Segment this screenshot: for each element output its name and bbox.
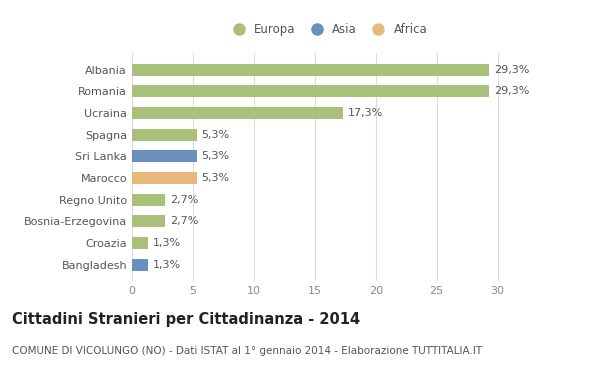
Bar	[132, 237, 148, 249]
Bar	[132, 194, 165, 206]
Text: 2,7%: 2,7%	[170, 217, 198, 226]
Text: 1,3%: 1,3%	[153, 238, 181, 248]
Bar	[132, 63, 489, 76]
Text: 29,3%: 29,3%	[494, 86, 529, 96]
Legend: Europa, Asia, Africa: Europa, Asia, Africa	[222, 18, 432, 41]
Bar	[132, 215, 165, 227]
Bar	[132, 172, 197, 184]
Text: 1,3%: 1,3%	[153, 260, 181, 270]
Text: 29,3%: 29,3%	[494, 65, 529, 74]
Text: 17,3%: 17,3%	[348, 108, 383, 118]
Bar	[132, 107, 343, 119]
Text: 5,3%: 5,3%	[202, 173, 230, 183]
Text: COMUNE DI VICOLUNGO (NO) - Dati ISTAT al 1° gennaio 2014 - Elaborazione TUTTITAL: COMUNE DI VICOLUNGO (NO) - Dati ISTAT al…	[12, 346, 482, 356]
Text: 2,7%: 2,7%	[170, 195, 198, 205]
Text: 5,3%: 5,3%	[202, 130, 230, 139]
Bar	[132, 129, 197, 141]
Bar	[132, 85, 489, 97]
Bar	[132, 259, 148, 271]
Text: Cittadini Stranieri per Cittadinanza - 2014: Cittadini Stranieri per Cittadinanza - 2…	[12, 312, 360, 326]
Bar	[132, 150, 197, 162]
Text: 5,3%: 5,3%	[202, 151, 230, 162]
